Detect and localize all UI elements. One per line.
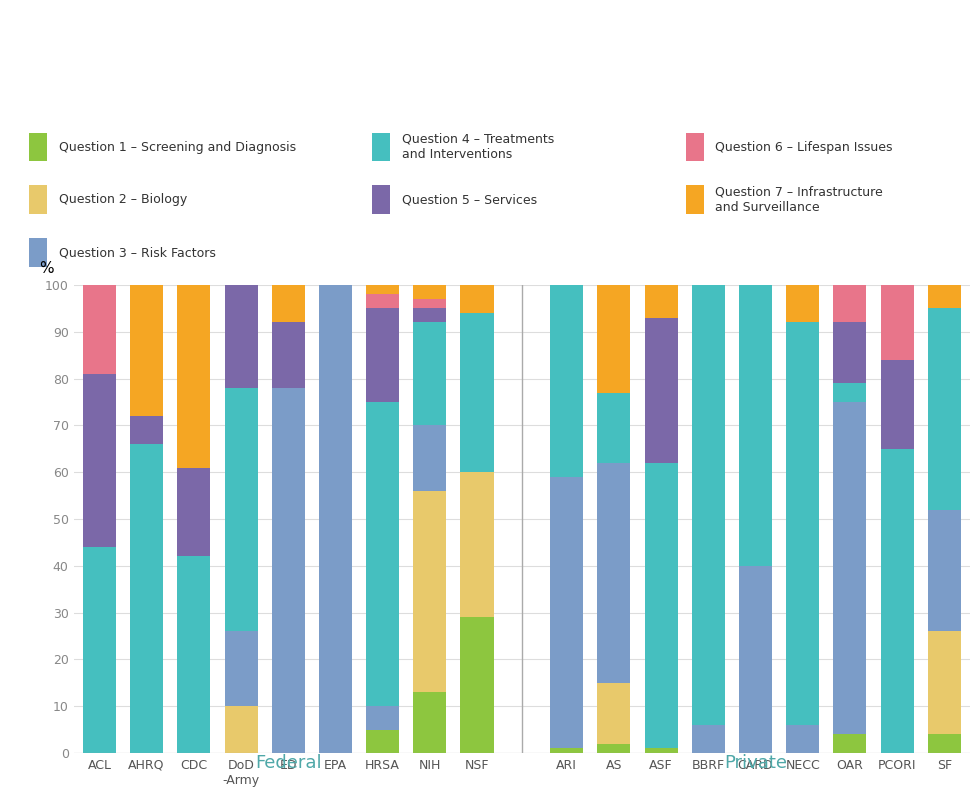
- Bar: [833, 734, 866, 753]
- Bar: [414, 425, 446, 491]
- Bar: [692, 725, 725, 753]
- Bar: [271, 285, 305, 322]
- Text: 2015: 2015: [457, 13, 523, 37]
- Bar: [786, 285, 819, 322]
- Bar: [367, 730, 399, 753]
- Bar: [786, 322, 819, 725]
- Bar: [739, 566, 772, 753]
- Bar: [177, 557, 211, 753]
- Bar: [833, 383, 866, 402]
- Bar: [880, 360, 913, 448]
- Bar: [928, 631, 960, 734]
- Bar: [83, 374, 116, 547]
- Bar: [833, 402, 866, 734]
- Bar: [372, 133, 390, 162]
- Bar: [224, 388, 258, 631]
- Text: Percentage of Total ASD Funding by Question According to Funder: Percentage of Total ASD Funding by Quest…: [238, 82, 742, 97]
- Bar: [29, 238, 47, 267]
- Bar: [645, 463, 677, 748]
- Bar: [461, 313, 494, 472]
- Bar: [645, 748, 677, 753]
- Bar: [692, 285, 725, 725]
- Bar: [928, 734, 960, 753]
- Text: Private: Private: [724, 754, 787, 772]
- Bar: [224, 285, 258, 388]
- Bar: [786, 725, 819, 753]
- Text: Question 6 – Lifespan Issues: Question 6 – Lifespan Issues: [715, 141, 893, 154]
- Bar: [318, 285, 352, 753]
- Bar: [550, 477, 583, 748]
- Bar: [833, 322, 866, 383]
- Bar: [414, 285, 446, 299]
- Bar: [739, 285, 772, 566]
- Bar: [598, 393, 630, 463]
- Bar: [598, 285, 630, 393]
- Bar: [833, 285, 866, 322]
- Bar: [598, 683, 630, 743]
- Bar: [550, 285, 583, 477]
- Bar: [686, 133, 704, 162]
- Bar: [686, 185, 704, 214]
- Y-axis label: %: %: [39, 261, 54, 276]
- Bar: [29, 185, 47, 214]
- Bar: [550, 748, 583, 753]
- Bar: [928, 309, 960, 510]
- Bar: [880, 448, 913, 753]
- Bar: [177, 468, 211, 557]
- Bar: [461, 285, 494, 313]
- Text: Question 5 – Services: Question 5 – Services: [402, 193, 537, 206]
- Bar: [83, 285, 116, 374]
- Bar: [461, 617, 494, 753]
- Bar: [29, 133, 47, 162]
- Bar: [598, 463, 630, 683]
- Bar: [372, 185, 390, 214]
- Bar: [645, 318, 677, 463]
- Bar: [130, 416, 163, 444]
- Bar: [271, 322, 305, 388]
- Text: Question 4 – Treatments
and Interventions: Question 4 – Treatments and Intervention…: [402, 133, 554, 161]
- Bar: [83, 547, 116, 753]
- Bar: [367, 706, 399, 730]
- Bar: [130, 285, 163, 416]
- Bar: [414, 322, 446, 425]
- Bar: [224, 706, 258, 753]
- Bar: [598, 743, 630, 753]
- Bar: [414, 309, 446, 322]
- Bar: [367, 294, 399, 309]
- Bar: [367, 285, 399, 294]
- Bar: [928, 285, 960, 309]
- Text: Question 2 – Biology: Question 2 – Biology: [59, 193, 187, 206]
- Bar: [367, 309, 399, 402]
- Bar: [414, 692, 446, 753]
- Bar: [367, 402, 399, 706]
- Text: Areas Covered by ASD Funder Portfolio: Areas Covered by ASD Funder Portfolio: [274, 48, 706, 67]
- Bar: [880, 285, 913, 360]
- Bar: [645, 285, 677, 318]
- Bar: [414, 299, 446, 309]
- Text: Federal: Federal: [255, 754, 321, 772]
- Bar: [130, 444, 163, 753]
- Text: Question 7 – Infrastructure
and Surveillance: Question 7 – Infrastructure and Surveill…: [715, 186, 883, 214]
- Bar: [177, 285, 211, 468]
- Bar: [414, 491, 446, 692]
- Text: Question 3 – Risk Factors: Question 3 – Risk Factors: [59, 246, 216, 259]
- Bar: [271, 388, 305, 753]
- Bar: [928, 510, 960, 631]
- Bar: [224, 631, 258, 706]
- Text: Question 1 – Screening and Diagnosis: Question 1 – Screening and Diagnosis: [59, 141, 296, 154]
- Bar: [461, 472, 494, 617]
